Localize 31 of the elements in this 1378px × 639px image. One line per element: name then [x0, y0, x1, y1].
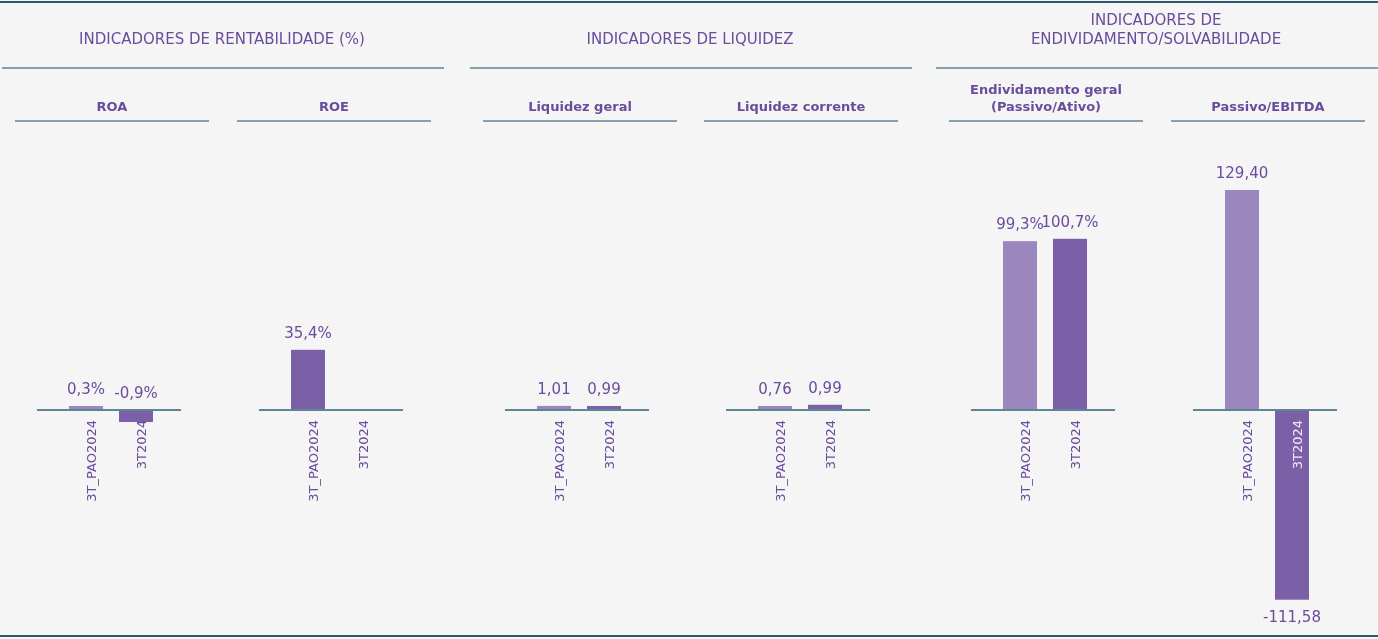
data-label: -0,9% [114, 384, 158, 402]
x-tick-label: 3T_PAO2024 [306, 420, 321, 502]
text: INDICADORES DE LIQUIDEZ [586, 30, 794, 48]
data-label: 0,76 [758, 380, 792, 398]
x-tick-label: 3T2024 [1290, 420, 1305, 470]
x-tick-label: 3T_PAO2024 [773, 420, 788, 502]
data-label: 1,01 [537, 379, 571, 398]
chart-subtitle: ROE [319, 99, 349, 114]
x-tick-label: 3T2024 [1068, 420, 1083, 470]
data-label: -111,58 [1263, 607, 1321, 626]
data-label: 0,99 [808, 378, 842, 397]
x-tick-label: 3T_PAO2024 [1240, 420, 1255, 502]
x-tick-label: 3T_PAO2024 [552, 420, 567, 502]
x-tick-label: 3T2024 [823, 420, 838, 470]
text: INDICADORES DE RENTABILIDADE (%) [79, 30, 365, 48]
chart-subtitle: Liquidez geral [528, 99, 632, 114]
data-label: 0,3% [66, 380, 106, 398]
data-label: 0,99 [587, 380, 621, 398]
x-tick-label: 3T_PAO2024 [84, 420, 99, 502]
data-label: 129,40 [1215, 164, 1269, 182]
chart-subtitle: Endividamento geral (Passivo/Ativo) [970, 82, 1122, 114]
x-tick-label: 3T_PAO2024 [1018, 420, 1033, 502]
chart-subtitle: ROA [96, 99, 128, 114]
text: INDICADORES DE ENDIVIDAMENTO/SOLVABILIDADE [1030, 10, 1282, 48]
x-tick-label: 3T2024 [602, 420, 617, 470]
chart-subtitle: Passivo/EBITDA [1211, 99, 1325, 114]
data-label: 99,3% [996, 215, 1044, 234]
chart-subtitle: Liquidez corrente [736, 99, 866, 114]
x-tick-label: 3T2024 [356, 420, 371, 470]
x-tick-label: 3T2024 [134, 420, 149, 470]
data-label: 35,4% [284, 323, 332, 342]
